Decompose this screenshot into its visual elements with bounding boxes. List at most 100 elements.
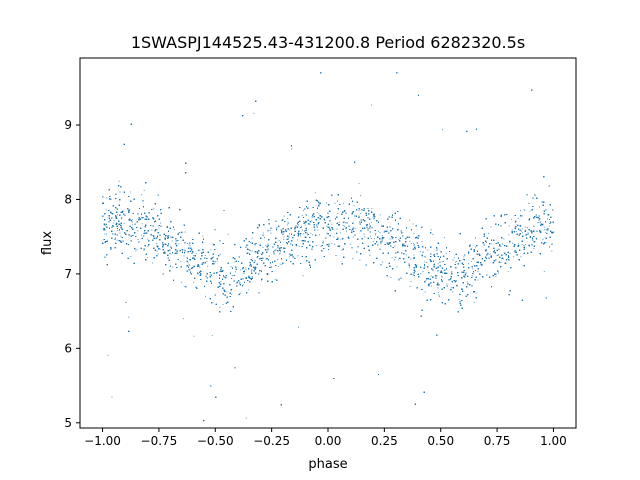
data-point	[353, 205, 355, 207]
data-point	[106, 233, 107, 235]
data-point	[111, 396, 113, 398]
data-point	[207, 265, 209, 267]
data-point	[413, 254, 415, 256]
data-point	[472, 268, 474, 270]
data-point	[326, 225, 328, 227]
data-point	[199, 267, 201, 269]
data-point	[370, 235, 371, 237]
data-point	[256, 243, 257, 244]
data-point	[178, 243, 180, 245]
data-point	[352, 236, 354, 238]
data-point	[396, 266, 398, 268]
data-point	[542, 238, 544, 240]
data-point	[117, 214, 119, 216]
data-point	[341, 249, 343, 251]
data-point	[545, 229, 547, 231]
data-point	[328, 226, 330, 228]
data-point	[527, 227, 528, 229]
data-point	[283, 238, 285, 240]
data-point	[262, 257, 264, 259]
data-point	[306, 232, 308, 234]
data-point	[527, 232, 529, 234]
data-point	[450, 287, 452, 289]
data-point	[152, 262, 154, 264]
data-point	[218, 286, 220, 288]
data-point	[534, 193, 536, 195]
data-point	[474, 246, 476, 248]
data-point	[322, 240, 324, 242]
data-point	[123, 222, 125, 224]
data-point	[130, 240, 132, 242]
data-point	[302, 275, 304, 277]
data-point	[509, 240, 511, 242]
data-point	[525, 226, 527, 228]
data-point	[336, 228, 338, 230]
data-point	[346, 230, 347, 232]
data-point	[249, 277, 251, 279]
data-point	[130, 255, 132, 257]
data-point	[147, 257, 149, 259]
data-point	[281, 232, 282, 234]
data-point	[518, 243, 520, 245]
data-point	[338, 221, 340, 223]
data-point	[222, 304, 224, 306]
data-point	[210, 249, 212, 251]
data-point	[113, 220, 115, 221]
data-point	[182, 318, 184, 320]
data-point	[172, 266, 174, 268]
data-point	[184, 231, 186, 233]
data-point	[442, 129, 443, 131]
data-point	[151, 229, 153, 231]
data-point	[245, 417, 247, 419]
data-point	[171, 240, 173, 242]
data-point	[331, 223, 333, 225]
data-point	[287, 218, 289, 219]
data-point	[551, 250, 553, 252]
data-point	[131, 219, 133, 221]
data-point	[470, 260, 472, 262]
data-point	[370, 238, 372, 239]
data-point	[188, 244, 190, 246]
data-point	[507, 258, 509, 260]
data-point	[349, 243, 351, 245]
data-point	[443, 270, 445, 272]
data-point	[274, 253, 276, 255]
data-point	[238, 294, 240, 296]
data-point	[525, 229, 527, 231]
data-point	[500, 262, 502, 263]
data-point	[394, 245, 396, 247]
data-point	[521, 232, 523, 234]
data-point	[521, 215, 523, 217]
data-point	[475, 292, 477, 294]
data-point	[548, 225, 550, 227]
data-point	[424, 291, 426, 293]
data-point	[302, 210, 304, 212]
data-point	[143, 189, 145, 191]
data-point	[377, 230, 379, 232]
data-point	[500, 245, 502, 247]
data-point	[156, 229, 158, 231]
data-point	[104, 233, 106, 235]
data-point	[360, 213, 362, 215]
data-point	[394, 256, 396, 258]
data-point	[147, 245, 149, 247]
data-point	[443, 237, 445, 239]
data-point	[279, 263, 281, 265]
data-point	[369, 254, 371, 256]
data-point	[508, 234, 510, 236]
data-point	[264, 237, 266, 238]
data-point	[391, 257, 393, 259]
data-point	[312, 234, 314, 236]
data-point	[354, 227, 356, 229]
data-point	[326, 232, 328, 234]
data-point	[430, 229, 432, 231]
data-point	[437, 287, 439, 289]
data-point	[413, 233, 415, 235]
data-point	[430, 275, 432, 277]
data-point	[374, 234, 376, 236]
data-point	[296, 245, 297, 247]
data-point	[303, 233, 305, 235]
data-point	[220, 281, 222, 283]
data-point	[296, 226, 298, 228]
data-point	[375, 233, 377, 235]
